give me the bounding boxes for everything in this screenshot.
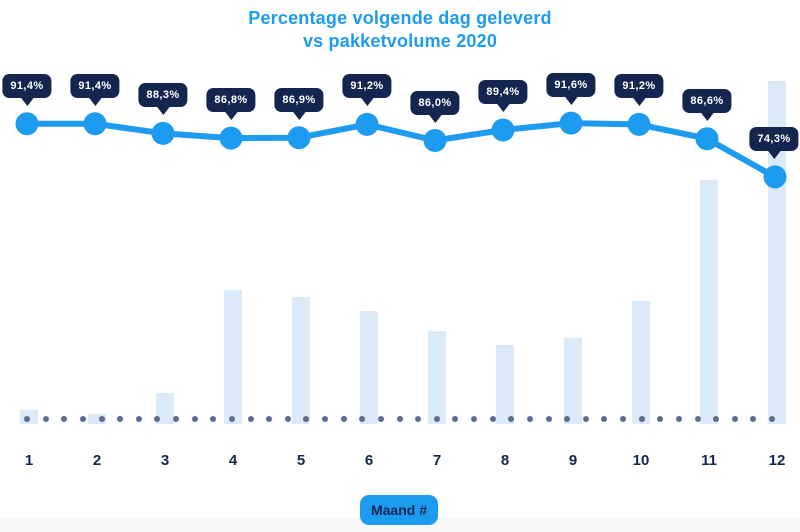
baseline-dot	[359, 416, 366, 422]
baseline-dot	[601, 416, 608, 422]
value-tooltip-month-7: 86,0%	[410, 90, 460, 115]
x-axis-tick-month-12: 12	[768, 452, 786, 469]
baseline-dot	[303, 416, 310, 422]
value-tooltip-month-3: 88,3%	[138, 83, 188, 108]
volume-bar-month-7	[428, 331, 446, 424]
baseline-dot	[284, 416, 291, 422]
data-point-month-4	[219, 126, 243, 150]
x-axis-tick-month-9: 9	[568, 452, 578, 469]
x-axis-tick-month-5: 5	[296, 452, 306, 469]
volume-bar-month-2	[88, 414, 106, 424]
baseline-dot	[191, 416, 198, 422]
data-point-month-12	[763, 165, 787, 189]
data-point-month-3	[151, 121, 175, 145]
baseline-dot	[452, 416, 459, 422]
baseline-dot	[471, 416, 477, 422]
baseline-dot	[638, 416, 645, 422]
baseline-dot	[526, 416, 533, 422]
line-series-path	[24, 120, 778, 180]
data-point-month-11	[695, 127, 719, 151]
value-tooltip-month-11: 86,6%	[682, 88, 732, 113]
baseline-dot	[769, 416, 775, 422]
baseline-dot	[340, 416, 347, 422]
volume-bar-month-3	[156, 393, 174, 424]
baseline-dot	[24, 416, 30, 422]
x-axis-tick-month-3: 3	[160, 452, 170, 469]
baseline-dot	[713, 416, 720, 422]
x-axis-tick-month-11: 11	[701, 452, 717, 469]
value-tooltip-month-4: 86,8%	[206, 88, 256, 113]
x-axis-tick-month-4: 4	[228, 452, 238, 469]
x-axis-tick-month-8: 8	[500, 452, 510, 469]
chart-title-line1: Percentage volgende dag geleverd	[248, 8, 552, 28]
data-point-month-2	[83, 112, 107, 136]
baseline-dot	[675, 416, 682, 422]
volume-bar-month-4	[224, 290, 242, 424]
baseline-dot	[750, 416, 757, 422]
baseline-dot	[415, 416, 422, 422]
baseline-dot	[98, 416, 105, 422]
value-tooltip-month-8: 89,4%	[478, 79, 528, 104]
baseline-dot	[228, 416, 235, 422]
data-point-month-9	[559, 111, 583, 135]
value-tooltip-month-1: 91,4%	[2, 73, 52, 98]
data-point-month-10	[627, 112, 651, 136]
x-axis-tick-month-6: 6	[364, 452, 374, 469]
value-tooltip-month-12: 74,3%	[749, 126, 799, 151]
volume-bar-month-10	[632, 301, 650, 424]
baseline-dot	[396, 416, 403, 422]
x-axis-tick-month-2: 2	[92, 452, 102, 469]
baseline-dot	[117, 416, 124, 422]
baseline-dot	[135, 416, 142, 422]
volume-bar-month-6	[360, 311, 378, 424]
baseline-dot	[266, 416, 273, 422]
data-point-month-8	[491, 118, 515, 142]
baseline-dot	[694, 416, 701, 422]
footer-strip	[0, 518, 800, 532]
baseline-dot	[731, 416, 738, 422]
baseline-dot	[247, 416, 254, 422]
value-tooltip-month-6: 91,2%	[342, 74, 392, 99]
baseline-dot	[620, 416, 626, 422]
volume-bar-month-5	[292, 297, 310, 424]
value-tooltip-month-10: 91,2%	[614, 74, 664, 99]
x-axis-tick-month-7: 7	[432, 452, 442, 469]
baseline-dot	[489, 416, 496, 422]
baseline-dot	[377, 416, 384, 422]
value-tooltip-month-9: 91,6%	[546, 73, 596, 98]
chart-title: Percentage volgende dag geleverd vs pakk…	[0, 7, 800, 53]
baseline-dot	[564, 416, 571, 422]
data-point-month-5	[287, 126, 311, 150]
baseline-dot	[322, 416, 328, 422]
volume-bar-month-11	[700, 180, 718, 424]
x-axis-tick-month-10: 10	[632, 452, 650, 469]
baseline-dot	[508, 416, 515, 422]
x-axis-tick-month-1: 1	[24, 452, 34, 469]
volume-bar-month-9	[564, 338, 582, 424]
data-point-month-7	[423, 129, 447, 152]
volume-bar-month-8	[496, 345, 514, 424]
baseline-dot	[61, 416, 68, 422]
baseline-dot	[433, 416, 440, 422]
value-tooltip-month-5: 86,9%	[274, 87, 324, 112]
data-point-month-1	[15, 112, 39, 136]
x-axis-label-badge: Maand #	[360, 495, 438, 525]
baseline-dot	[545, 416, 552, 422]
baseline-dot	[657, 416, 664, 422]
baseline-dot	[79, 416, 86, 422]
chart-title-line2: vs pakketvolume 2020	[302, 31, 498, 51]
baseline-dot	[173, 416, 179, 422]
value-tooltip-month-2: 91,4%	[70, 73, 120, 98]
baseline-dot	[154, 416, 161, 422]
data-point-month-6	[355, 112, 379, 136]
baseline-dot	[210, 416, 217, 422]
baseline-dot	[582, 416, 589, 422]
baseline-dot	[42, 416, 49, 422]
